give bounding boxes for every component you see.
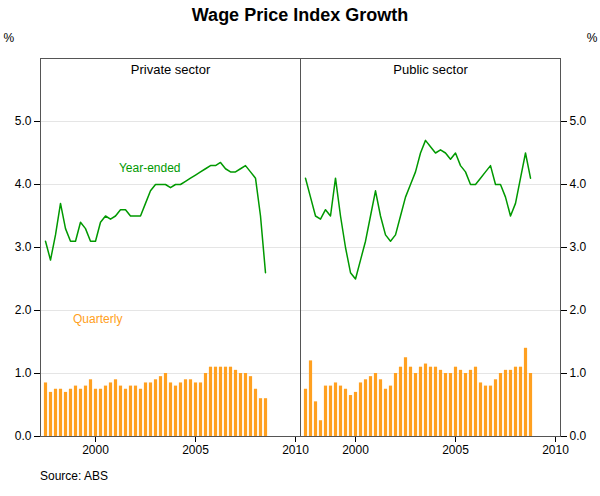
svg-text:Quarterly: Quarterly — [73, 312, 122, 326]
html-text:Wage Price Index Growth: Wage Price Index Growth — [191, 5, 409, 25]
svg-text:4.0: 4.0 — [15, 177, 32, 191]
svg-text:2.0: 2.0 — [15, 303, 32, 317]
svg-text:2010: 2010 — [282, 443, 309, 457]
svg-text:2010: 2010 — [542, 443, 569, 457]
svg-text:%: % — [4, 31, 15, 45]
svg-text:1.0: 1.0 — [570, 366, 587, 380]
svg-text:Year-ended: Year-ended — [119, 161, 181, 175]
svg-text:%: % — [587, 31, 598, 45]
svg-text:4.0: 4.0 — [570, 177, 587, 191]
svg-text:Private sector: Private sector — [131, 62, 211, 77]
svg-text:2000: 2000 — [342, 443, 369, 457]
svg-text:5.0: 5.0 — [570, 114, 587, 128]
svg-text:Public sector: Public sector — [393, 62, 468, 77]
svg-text:2005: 2005 — [182, 443, 209, 457]
svg-text:0.0: 0.0 — [570, 429, 587, 443]
svg-text:1.0: 1.0 — [15, 366, 32, 380]
svg-text:0.0: 0.0 — [15, 429, 32, 443]
svg-text:3.0: 3.0 — [15, 240, 32, 254]
svg-text:3.0: 3.0 — [570, 240, 587, 254]
svg-text:5.0: 5.0 — [15, 114, 32, 128]
svg-text:2.0: 2.0 — [570, 303, 587, 317]
svg-text:2000: 2000 — [82, 443, 109, 457]
svg-text:2005: 2005 — [442, 443, 469, 457]
html-text:Source: ABS: Source: ABS — [40, 469, 108, 483]
